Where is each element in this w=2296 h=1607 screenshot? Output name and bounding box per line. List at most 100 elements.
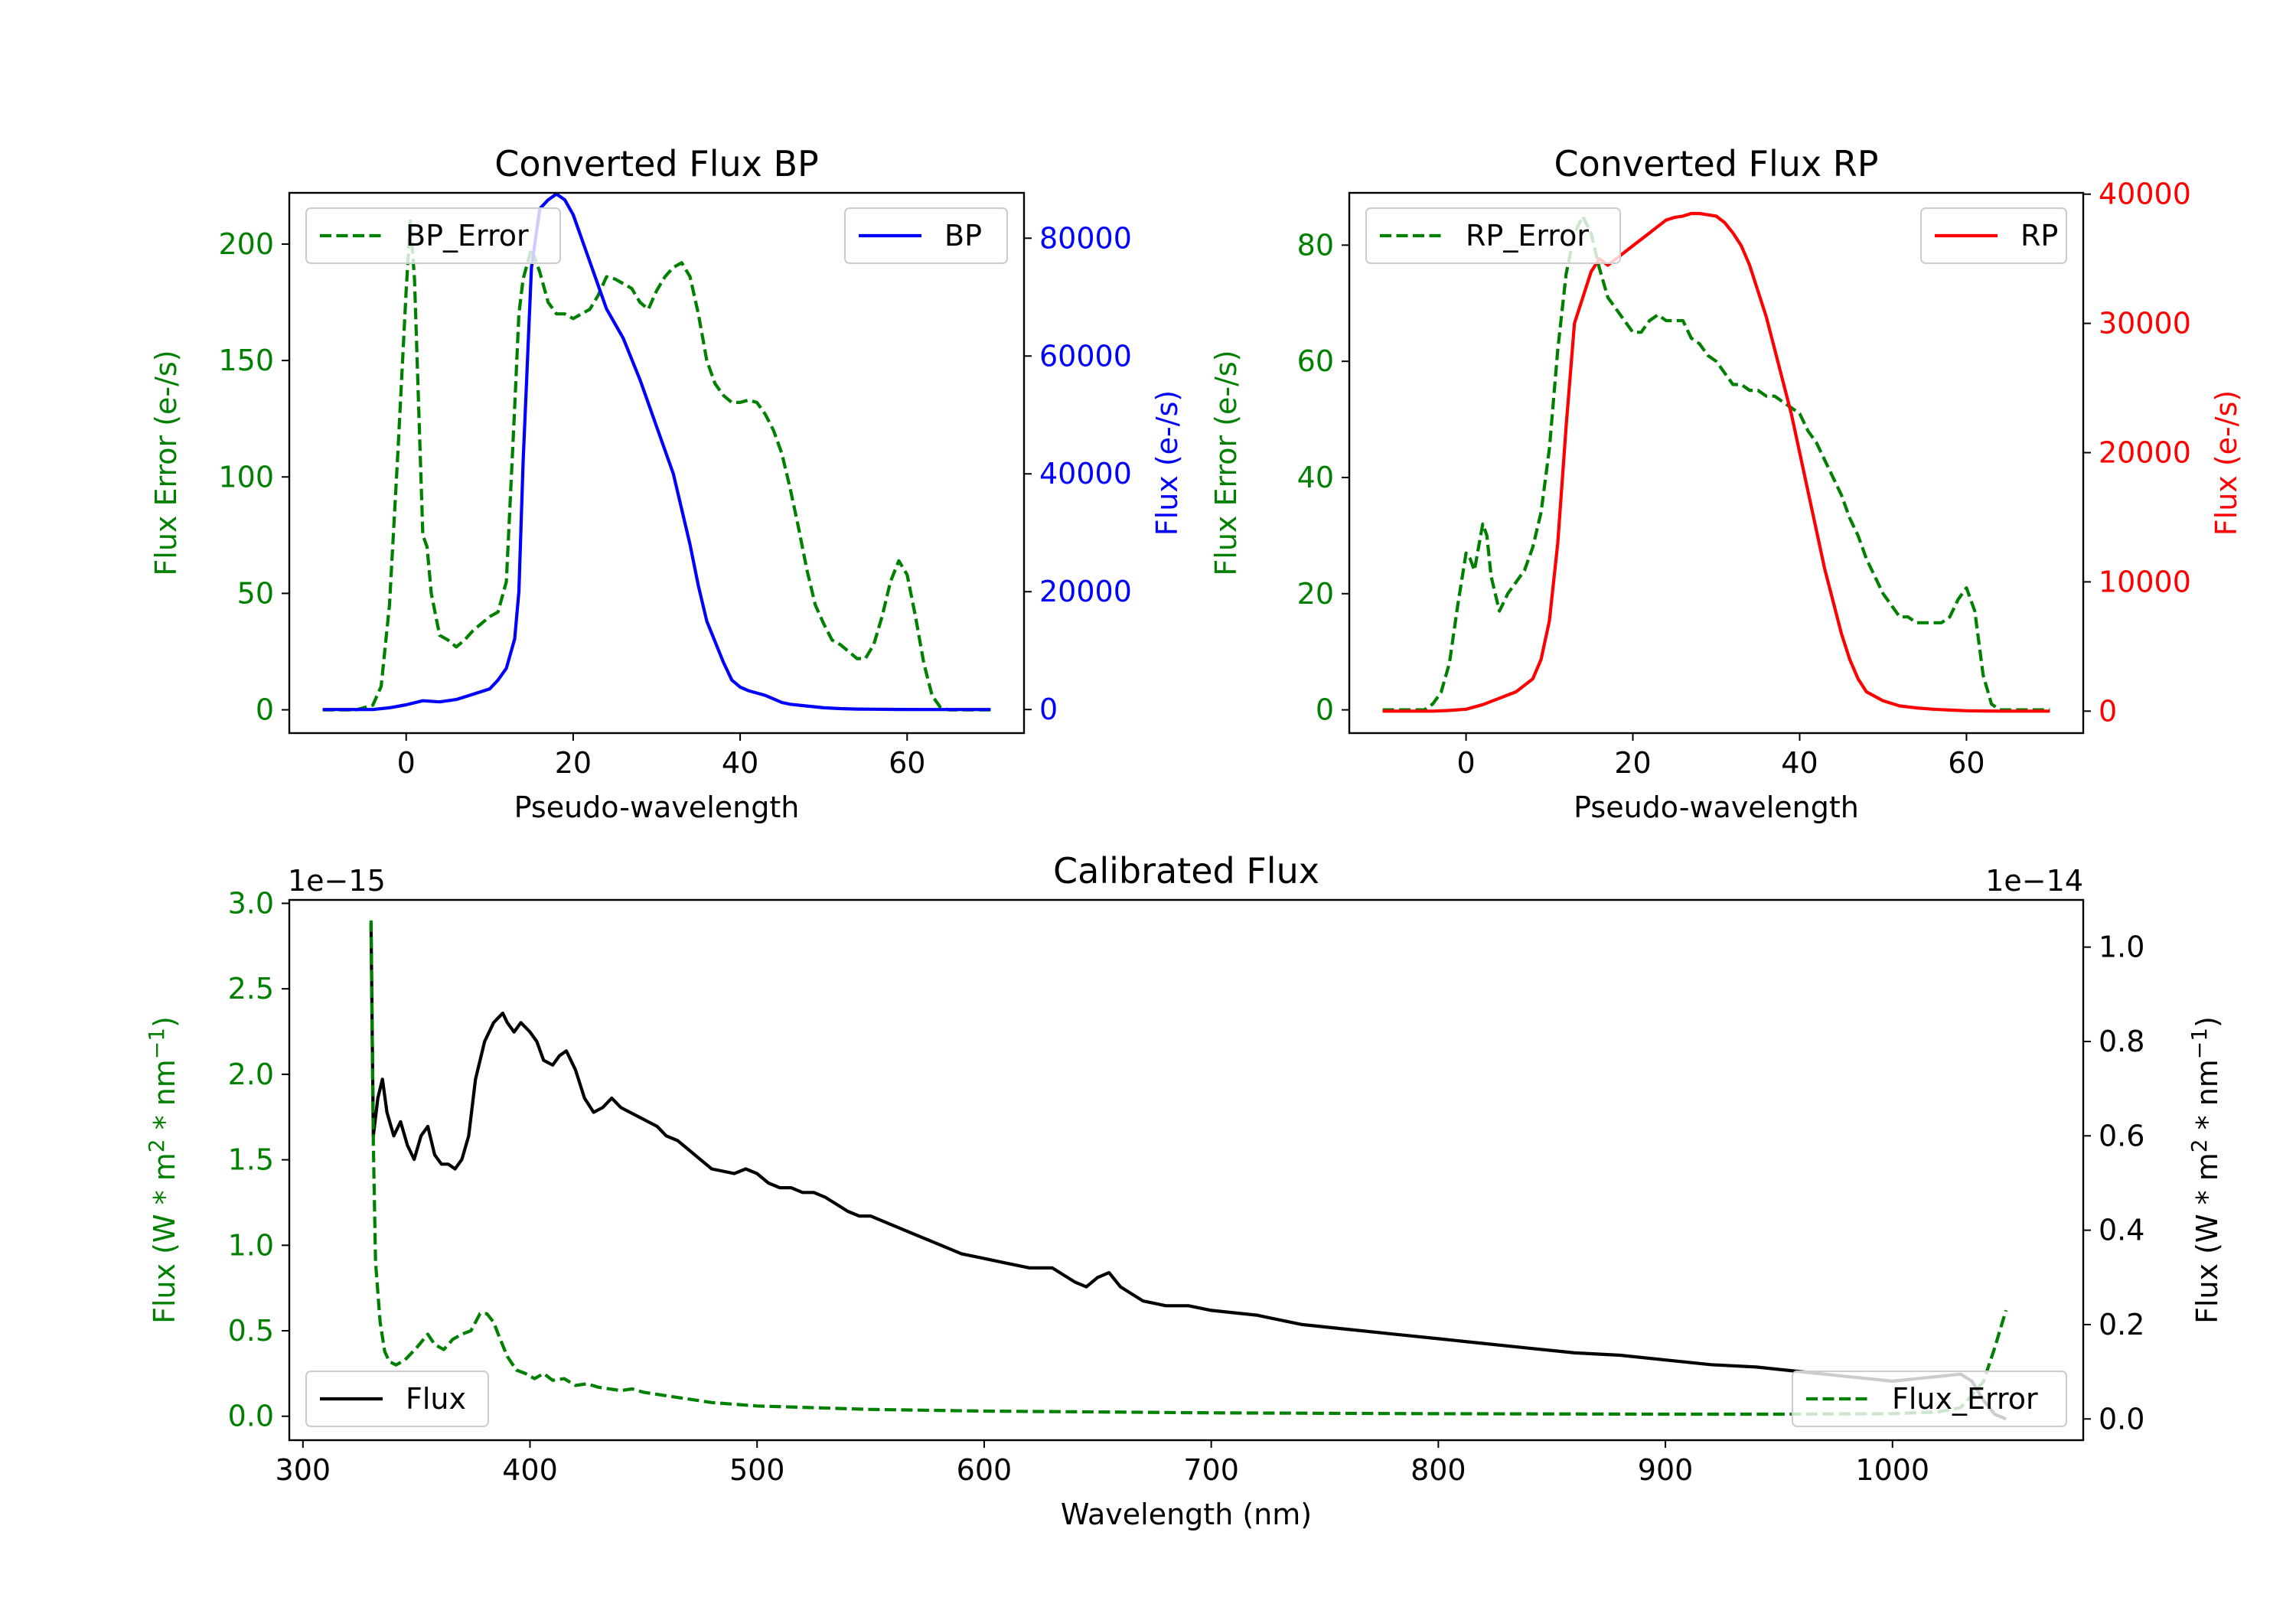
legend-label: BP_Error <box>406 219 529 253</box>
y-axis-label-part: Flux (W * m <box>2190 1152 2224 1324</box>
right-y-tick-label: 20000 <box>2099 435 2191 469</box>
series-rp-line <box>1382 211 2050 713</box>
legend-box <box>305 207 561 264</box>
left-y-axis-label: Flux Error (e-/s) <box>149 350 183 575</box>
left-y-axis-label: Flux Error (e-/s) <box>1209 350 1243 575</box>
series-flux-error-line <box>369 920 2008 1416</box>
chart-title: Converted Flux RP <box>1554 143 1879 184</box>
left-y-tick-label: 2.5 <box>228 972 274 1006</box>
chart-bp: 0 20 40 60 0 50 100 150 200 0 20000 40000 60000 80000… <box>149 143 1184 824</box>
x-tick-label: 500 <box>729 1453 785 1487</box>
legend-label: RP <box>2020 219 2058 253</box>
left-y-tick-label: 0.0 <box>228 1400 274 1433</box>
y-axis-label-part: ) <box>2190 1016 2224 1028</box>
legend-flux: Flux <box>305 1371 489 1427</box>
x-tick-label: 800 <box>1411 1453 1466 1487</box>
right-y-tick-label: 1.0 <box>2099 931 2144 964</box>
left-y-tick-label: 150 <box>218 344 274 377</box>
right-y-tick-label: 0.8 <box>2099 1025 2144 1058</box>
legend-box <box>1792 1371 2067 1427</box>
right-y-tick-label: 30000 <box>2099 307 2191 341</box>
right-y-tick-label: 0.6 <box>2099 1119 2144 1152</box>
left-y-tick-label: 60 <box>1297 344 1334 378</box>
left-y-tick-label: 20 <box>1297 577 1334 611</box>
right-y-tick-label: 40000 <box>1039 457 1132 491</box>
axes-frame <box>288 898 2085 1442</box>
left-y-tick-label: 0 <box>1316 693 1334 727</box>
legend-rp: RP <box>1920 207 2067 264</box>
chart-cal: 300 400 500 600 700 800 900 1000 0.0 0.5 1.0 1.5 2.0… <box>144 850 2224 1531</box>
legend-rp-error: RP_Error <box>1365 207 1621 264</box>
right-y-tick-label: 0.2 <box>2099 1308 2144 1341</box>
y-axis-label-part: 2 <box>2187 1139 2212 1152</box>
x-axis-label: Pseudo-wavelength <box>1574 790 1859 824</box>
y-axis-label-part: * nm <box>148 1059 181 1139</box>
x-axis-label: Pseudo-wavelength <box>514 790 800 824</box>
x-tick-label: 0 <box>1456 746 1475 780</box>
x-tick-label: 40 <box>1781 746 1818 780</box>
series-rp-error-line <box>1382 214 2050 712</box>
y-axis-label-part: −1 <box>2187 1028 2212 1059</box>
legend-flux-error: Flux_Error <box>1792 1371 2067 1427</box>
legend-label: Flux <box>406 1382 466 1416</box>
right-y-tick-label: 0.4 <box>2099 1214 2144 1247</box>
right-offset-text: 1e−14 <box>1985 864 2083 898</box>
legend-label: BP <box>944 219 982 253</box>
x-axis-label: Wavelength (nm) <box>1061 1498 1312 1531</box>
y-axis-label-part: 2 <box>144 1139 169 1152</box>
series-flux-line <box>369 923 2007 1421</box>
right-y-tick-label: 0 <box>2099 694 2117 728</box>
x-tick-label: 400 <box>502 1453 558 1487</box>
right-y-axis-label: Flux (e-/s) <box>2210 390 2243 536</box>
right-y-tick-label: 40000 <box>2099 178 2191 211</box>
y-axis-label-part: * nm <box>2190 1059 2224 1139</box>
series-bp-line <box>322 193 991 712</box>
chart-rp: 0 20 40 60 0 20 40 60 80 0 10000 20000 30000 40000 Con… <box>1209 143 2243 824</box>
right-y-tick-label: 60000 <box>1039 339 1132 373</box>
legend-box <box>1365 207 1621 264</box>
left-y-tick-label: 50 <box>237 576 274 610</box>
y-axis-label-part: −1 <box>144 1028 169 1059</box>
left-y-tick-label: 80 <box>1297 228 1334 262</box>
x-tick-label: 20 <box>555 746 592 780</box>
right-y-axis-label: Flux (W * m2 * nm−1) <box>2187 1016 2224 1324</box>
left-y-tick-label: 1.0 <box>228 1228 274 1262</box>
chart-title: Converted Flux BP <box>494 143 819 184</box>
right-y-tick-label: 20000 <box>1039 575 1132 608</box>
x-tick-label: 20 <box>1614 746 1651 780</box>
series-bp-error-line <box>322 219 991 712</box>
y-axis-label-part: Flux (W * m <box>148 1152 181 1324</box>
legend-box <box>305 1371 489 1427</box>
axes-frame <box>288 191 1026 735</box>
left-y-axis-label: Flux (W * m2 * nm−1) <box>144 1016 181 1324</box>
left-y-tick-label: 200 <box>218 227 274 261</box>
axes-frame <box>1348 191 2085 735</box>
left-y-tick-label: 40 <box>1297 461 1334 494</box>
x-tick-label: 0 <box>397 746 416 780</box>
legend-bp: BP <box>844 207 1008 264</box>
legend-label: Flux_Error <box>1892 1382 2038 1416</box>
x-tick-label: 600 <box>957 1453 1013 1487</box>
x-tick-label: 1000 <box>1855 1453 1929 1487</box>
x-tick-label: 60 <box>889 746 925 780</box>
x-tick-label: 40 <box>722 746 758 780</box>
left-y-tick-label: 100 <box>218 460 274 494</box>
x-tick-label: 900 <box>1638 1453 1694 1487</box>
right-y-axis-label: Flux (e-/s) <box>1150 390 1184 536</box>
right-y-tick-label: 80000 <box>1039 221 1132 255</box>
left-offset-text: 1e−15 <box>288 864 386 898</box>
left-y-tick-label: 0.5 <box>228 1314 274 1348</box>
right-y-tick-label: 0.0 <box>2099 1402 2144 1436</box>
left-y-tick-label: 0 <box>256 693 274 727</box>
chart-title: Calibrated Flux <box>1053 850 1319 892</box>
left-y-tick-label: 3.0 <box>228 886 274 920</box>
right-y-tick-label: 10000 <box>2099 565 2191 598</box>
x-tick-label: 700 <box>1183 1453 1239 1487</box>
x-tick-label: 300 <box>276 1453 331 1487</box>
right-y-tick-label: 0 <box>1039 693 1058 726</box>
x-tick-label: 60 <box>1948 746 1985 780</box>
left-y-tick-label: 1.5 <box>228 1143 274 1177</box>
legend-bp-error: BP_Error <box>305 207 561 264</box>
left-y-tick-label: 2.0 <box>228 1058 274 1091</box>
